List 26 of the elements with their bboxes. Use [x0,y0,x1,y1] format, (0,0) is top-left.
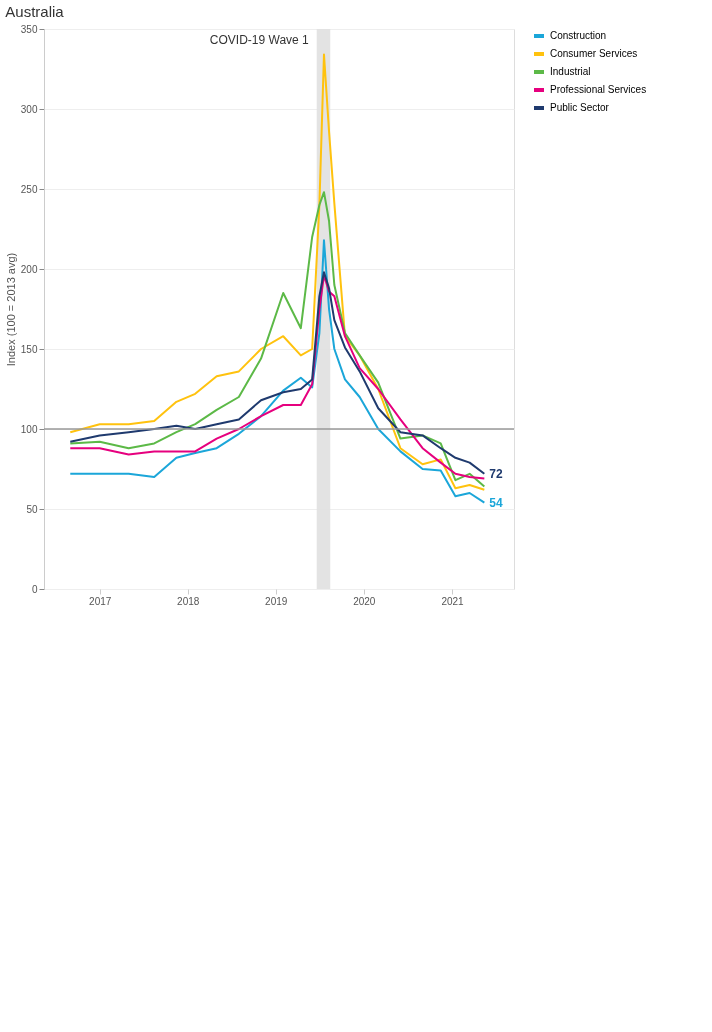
legend-label: Construction [550,30,607,41]
x-tick-label: 2019 [265,595,288,607]
annotation: 72 [489,466,504,481]
y-tick-label: 150 [20,343,38,355]
x-tick-label: 2020 [353,595,376,607]
line-series [69,191,486,488]
y-tick-label: 100 [20,423,38,435]
chart-title: Australia [5,3,65,20]
legend-label: Consumer Services [550,48,638,59]
x-tick-label: 2017 [89,595,112,607]
y-tick-label: 300 [20,103,38,115]
y-tick-label: 0 [31,583,38,595]
annotation: 54 [489,495,504,510]
legend-label: Professional Services [550,84,647,95]
y-tick-label: 200 [20,263,38,275]
legend-label: Public Sector [550,102,610,113]
band-label: COVID-19 Wave 1 [209,33,310,47]
y-axis-title: Index (100 = 2013 avg) [4,252,17,367]
y-tick-label: 350 [20,23,38,35]
x-tick-label: 2021 [441,595,465,607]
line-series [69,239,486,504]
line-series [69,53,486,491]
y-tick-label: 50 [26,503,38,515]
legend-label: Industrial [550,66,591,77]
x-tick-label: 2018 [177,595,200,607]
y-tick-label: 250 [20,183,38,195]
